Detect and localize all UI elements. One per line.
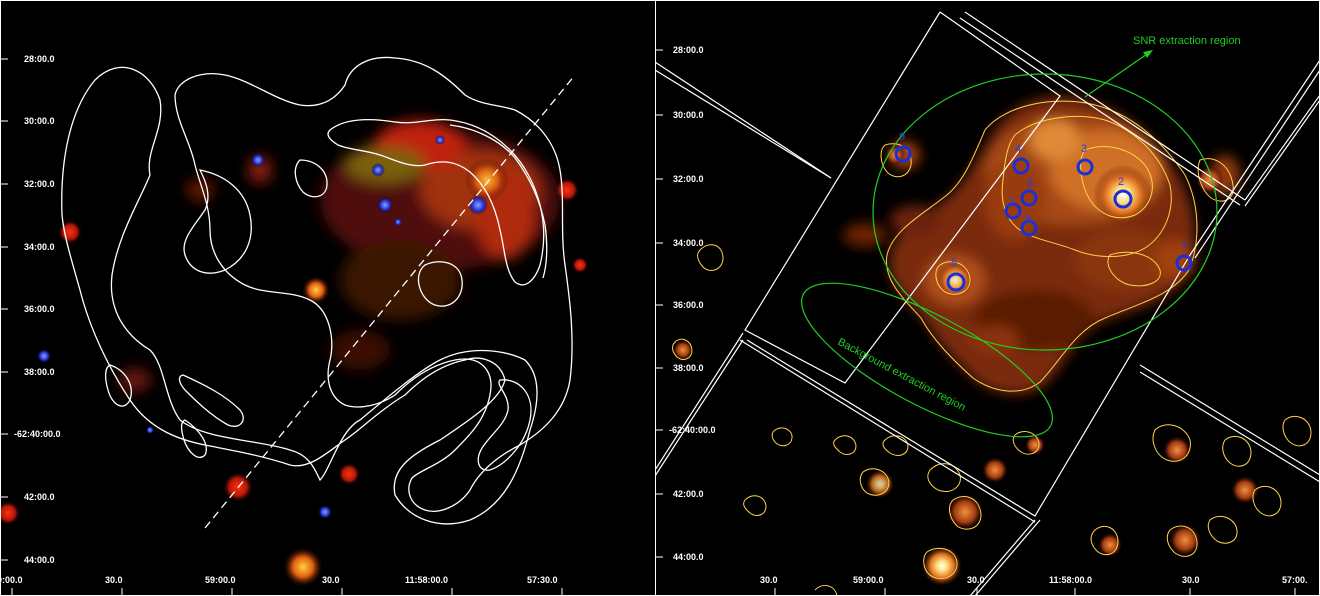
source-number: 1 (1181, 239, 1187, 251)
ccd-outlines (655, 11, 1320, 596)
ra-label: 57:30.0 (527, 575, 558, 585)
xray-intensity-map-panel: SNR extraction region Background extract… (655, 0, 1320, 596)
ra-label: 57:00. (1282, 575, 1308, 585)
ra-label: 30.0 (1182, 575, 1200, 585)
rgb-xray-image: 28:00.0 30:00.0 32:00.0 34:00.0 36:00.0 … (0, 0, 663, 596)
dec-label: 28:00.0 (673, 45, 704, 55)
source-3-circle (1076, 158, 1094, 176)
source-2-circle (1113, 189, 1133, 209)
dec-label: 34:00.0 (24, 242, 55, 252)
dec-axis-labels: 28:00.0 30:00.0 32:00.0 34:00.0 36:00.0 … (14, 54, 61, 565)
source-9-circle (894, 145, 912, 163)
ra-label: 30.0 (322, 575, 340, 585)
source-number: 4 (1015, 143, 1021, 155)
ra-label: 11:58:00.0 (1049, 575, 1092, 585)
xray-intensity-map: SNR extraction region Background extract… (655, 0, 1320, 596)
source-1-circle (1175, 254, 1193, 272)
dec-label: 42:00.0 (673, 489, 704, 499)
source-number: 7 (1008, 196, 1014, 208)
dec-label: 36:00.0 (673, 300, 704, 310)
source-number: 2 (1118, 176, 1124, 188)
source-number: 5 (951, 257, 957, 269)
bright-sources (673, 145, 1259, 586)
ra-label: 59:00.0 (853, 575, 884, 585)
source-4-circle (1012, 157, 1030, 175)
source-number: 8 (1027, 177, 1033, 189)
source-6-circle (1020, 219, 1038, 237)
snr-region-label: SNR extraction region (1133, 35, 1241, 47)
source-5-circle (946, 272, 966, 292)
dec-label: 42:00.0 (24, 492, 55, 502)
dec-label: 38:00.0 (673, 363, 704, 373)
source-numbers: 1 2 3 4 5 6 7 8 9 (899, 131, 1187, 269)
rgb-xray-image-panel: 28:00.0 30:00.0 32:00.0 34:00.0 36:00.0 … (0, 0, 663, 596)
dec-label: 30:00.0 (24, 116, 55, 126)
snr-arrow-head (1143, 50, 1153, 58)
ra-label: 0:00.0 (0, 575, 23, 585)
ra-label: 59:00.0 (205, 575, 236, 585)
dec-label: 44:00.0 (24, 555, 55, 565)
dec-label: 30:00.0 (673, 110, 704, 120)
ra-axis-labels: 30.0 59:00.0 30.0 11:58:00.0 30.0 57:00. (760, 575, 1308, 585)
dec-label: 32:00.0 (24, 179, 55, 189)
ra-label: 30.0 (105, 575, 123, 585)
radio-contours (61, 56, 573, 525)
dec-label: -62:40:00.0 (14, 429, 61, 439)
snr-extraction-ellipse (872, 73, 1218, 351)
dec-label: 34:00.0 (673, 238, 704, 248)
snr-arrow (1084, 51, 1151, 98)
ra-label: 30.0 (967, 575, 985, 585)
ra-axis-labels: 0:00.0 30.0 59:00.0 30.0 11:58:00.0 57:3… (0, 575, 558, 585)
dec-label: 32:00.0 (673, 174, 704, 184)
background-extraction-ellipse (800, 282, 1054, 438)
source-circles (894, 145, 1193, 292)
dec-label: 38:00.0 (24, 367, 55, 377)
source-7-circle (1004, 202, 1022, 220)
dec-label: 44:00.0 (673, 552, 704, 562)
ra-label: 11:58:00.0 (405, 575, 448, 585)
ra-label: 30.0 (760, 575, 778, 585)
dec-label: 36:00.0 (24, 304, 55, 314)
source-number: 3 (1081, 143, 1087, 155)
dec-label: 28:00.0 (24, 54, 55, 64)
source-8-circle (1020, 189, 1038, 207)
source-number: 6 (1025, 213, 1031, 225)
intensity-contours (672, 100, 1312, 596)
dec-label: -62:40:00.0 (669, 425, 716, 435)
dec-axis-labels: 28:00.0 30:00.0 32:00.0 34:00.0 36:00.0 … (669, 45, 716, 562)
dashed-cut-line (204, 74, 576, 529)
source-number: 9 (899, 131, 905, 143)
